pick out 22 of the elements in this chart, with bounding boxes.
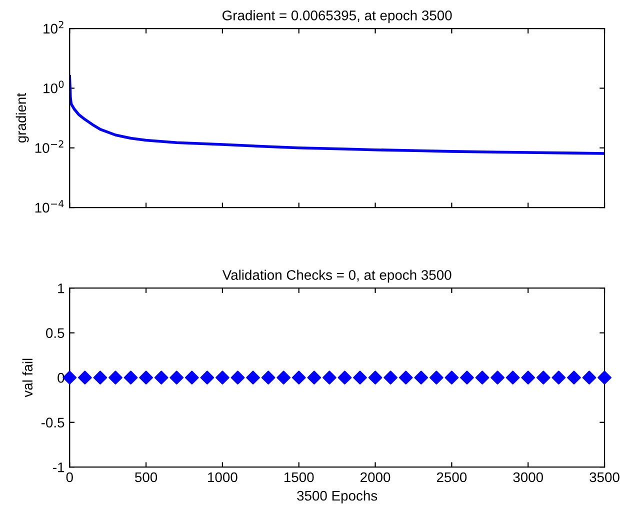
y-axis-title: val fail xyxy=(22,358,33,398)
x-tick-label: 500 xyxy=(135,472,158,482)
x-tick-label: 1000 xyxy=(208,472,238,482)
chart-title: Gradient = 0.0065395, at epoch 3500 xyxy=(222,10,452,24)
x-tick-label: 0 xyxy=(66,472,73,482)
y-tick-label: -0.5 xyxy=(41,418,64,428)
y-tick-label: 10$^{−4}$ xyxy=(35,200,64,213)
x-tick-label: 1500 xyxy=(284,472,314,482)
x-tick-label: 2500 xyxy=(436,472,467,482)
x-tick-label: 2000 xyxy=(360,472,390,482)
y-tick-label: -1 xyxy=(53,462,64,472)
y-tick-label: 0.5 xyxy=(46,328,64,338)
y-tick-label: 10$^{0}$ xyxy=(44,80,64,94)
line-series xyxy=(70,74,605,155)
y-axis-title: gradient xyxy=(16,93,29,143)
x-tick-label: 3500 xyxy=(590,472,620,482)
chart-title: Validation Checks = 0, at epoch 3500 xyxy=(222,270,452,283)
y-tick-label: 1 xyxy=(58,284,64,294)
y-tick-label: 10$^{−2}$ xyxy=(35,140,64,153)
y-tick-label: 10$^{2}$ xyxy=(44,20,64,34)
x-tick-label: 3000 xyxy=(513,472,544,482)
x-axis-title: 3500 Epochs xyxy=(297,490,378,504)
